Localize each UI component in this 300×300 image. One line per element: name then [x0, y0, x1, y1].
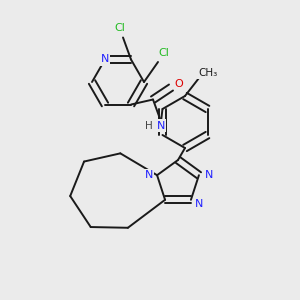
Text: N: N	[101, 55, 109, 64]
Text: Cl: Cl	[115, 23, 125, 34]
Text: O: O	[175, 79, 183, 88]
Text: N: N	[205, 170, 213, 180]
Text: N: N	[195, 199, 203, 209]
Text: Cl: Cl	[159, 48, 170, 58]
Text: H: H	[145, 121, 153, 130]
Text: N: N	[145, 170, 153, 180]
Text: CH₃: CH₃	[198, 68, 218, 78]
Text: N: N	[157, 121, 165, 130]
